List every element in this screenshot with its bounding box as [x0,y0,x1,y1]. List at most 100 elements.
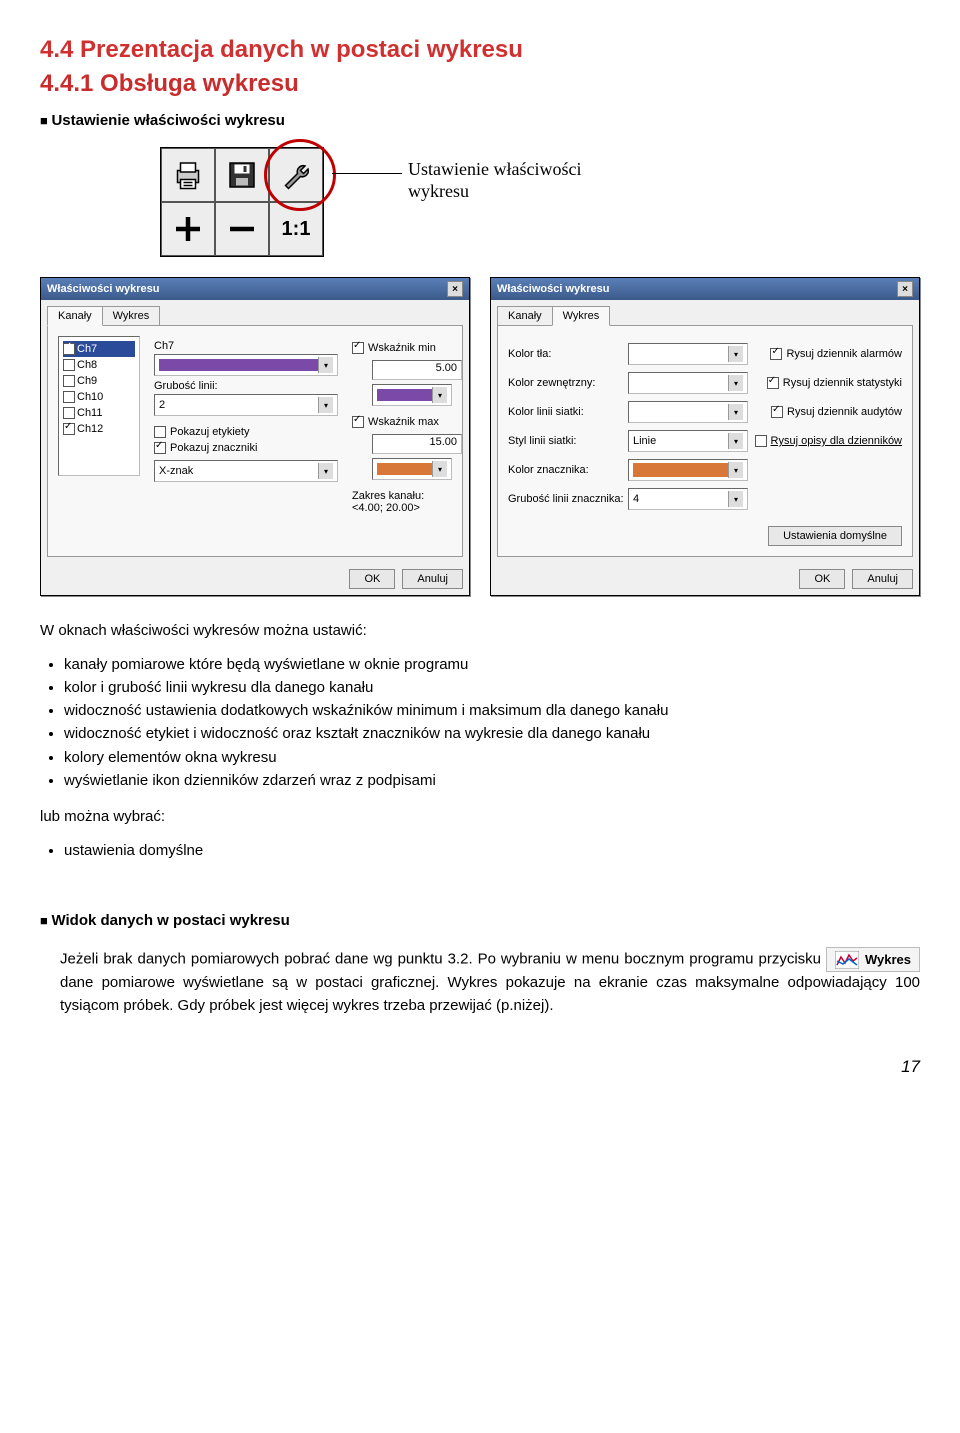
checkbox[interactable] [771,406,783,418]
list-item[interactable]: Ch11 [63,405,135,421]
list-item[interactable]: Ch8 [63,357,135,373]
checkbox[interactable] [154,442,166,454]
max-color[interactable]: ▾ [372,458,452,480]
checkbox-icon [63,423,75,435]
chevron-down-icon: ▾ [432,387,447,403]
checkbox[interactable] [755,435,767,447]
xmark-value: X-znak [159,465,193,477]
body-paragraph: Jeżeli brak danych pomiarowych pobrać da… [60,947,920,1018]
checkbox-icon [63,391,75,403]
outer-color-picker[interactable]: ▾ [628,372,748,394]
grid-style-label: Styl linii siatki: [508,435,628,447]
list-item: kanały pomiarowe które będą wyświetlane … [64,653,920,676]
section-label-settings: Ustawienie właściwości wykresu [40,112,920,129]
printer-icon [170,157,206,193]
checkbox[interactable] [352,342,364,354]
list-item-label: Ch11 [77,407,102,419]
chevron-down-icon: ▾ [728,462,743,478]
grid-style-select[interactable]: Linie▾ [628,430,748,452]
callout-line [332,173,402,174]
floppy-icon [224,157,260,193]
callout-line-2: wykresu [408,181,581,203]
zoom-in-button[interactable] [161,202,215,256]
xmark-select[interactable]: X-znak ▾ [154,460,338,482]
zoom-reset-button[interactable]: 1:1 [269,202,323,256]
checkbox-icon [63,343,75,355]
list-item[interactable]: Ch9 [63,373,135,389]
body-text-1c: dane pomiarowe wyświetlane są w postaci … [60,974,497,991]
tab-kanaly-1[interactable]: Kanały [47,306,103,326]
chevron-down-icon: ▾ [728,433,743,449]
bg-color-picker[interactable]: ▾ [628,343,748,365]
thickness-select[interactable]: 2▾ [154,394,338,416]
ratio-label: 1:1 [282,218,311,241]
checkbox[interactable] [767,377,779,389]
wykres-button-label: Wykres [865,950,911,970]
channel-list[interactable]: Ch7 Ch8 Ch9 Ch10 Ch11 Ch12 [58,336,140,476]
checkbox-label: Rysuj dziennik alarmów [786,348,902,360]
list-item[interactable]: Ch12 [63,421,135,437]
dialog2-close-button[interactable]: × [897,281,913,297]
checkbox[interactable] [154,426,166,438]
dialog-properties-channels: Właściwości wykresu × Kanały Wykres Ch7 … [40,277,470,596]
grid-color-picker[interactable]: ▾ [628,401,748,423]
checkbox-icon [63,407,75,419]
ok-button[interactable]: OK [349,569,395,589]
checkbox-label: Pokazuj znaczniki [170,442,257,454]
marker-thickness-select[interactable]: 4▾ [628,488,748,510]
print-button[interactable] [161,148,215,202]
chevron-down-icon: ▾ [318,463,333,479]
heading-4-4-1: 4.4.1 Obsługa wykresu [40,70,920,98]
tab-wykres-1[interactable]: Wykres [102,306,161,326]
thickness-value: 2 [159,399,165,411]
marker-color-picker[interactable]: ▾ [628,459,748,481]
list-item: ustawienia domyślne [64,839,920,862]
min-label: Wskaźnik min [368,342,436,354]
dialog1-titlebar: Właściwości wykresu × [41,278,469,300]
wrench-icon [278,157,314,193]
color-swatch [159,359,318,371]
checkbox-icon [63,359,75,371]
save-button[interactable] [215,148,269,202]
cancel-button-2[interactable]: Anuluj [852,569,913,589]
list-item-label: Ch10 [77,391,103,403]
list-item[interactable]: Ch10 [63,389,135,405]
cancel-button[interactable]: Anuluj [402,569,463,589]
thickness-label: Grubość linii: [154,380,338,392]
dialog2-tabs: Kanały Wykres [497,306,919,326]
max-label: Wskaźnik max [368,416,439,428]
marker-thickness-value: 4 [633,493,639,505]
list-item[interactable]: Ch7 [63,341,135,357]
zoom-out-button[interactable] [215,202,269,256]
chevron-down-icon: ▾ [432,461,447,477]
checkbox-label: Rysuj dziennik audytów [787,406,902,418]
color-swatch [377,463,432,475]
settings-button[interactable] [269,148,323,202]
checkbox[interactable] [770,348,782,360]
dialog1-close-button[interactable]: × [447,281,463,297]
callout-line-1: Ustawienie właściwości [408,159,581,181]
color-swatch [633,463,728,477]
ok-button-2[interactable]: OK [799,569,845,589]
min-input[interactable]: 5.00 [372,360,462,380]
min-color[interactable]: ▾ [372,384,452,406]
list-item: widoczność ustawienia dodatkowych wskaźn… [64,699,920,722]
wykres-button[interactable]: Wykres [826,947,920,973]
color-swatch [377,389,432,401]
toolbar: 1:1 [160,147,324,257]
defaults-button[interactable]: Ustawienia domyślne [768,526,902,546]
body-text-1a: Jeżeli brak danych pomiarowych pobrać da… [60,950,684,967]
callout-text: Ustawienie właściwości wykresu [408,159,581,202]
checkbox-label: Rysuj opisy dla dzienników [771,435,902,447]
checkbox[interactable] [352,416,364,428]
plus-icon [170,211,206,247]
color-picker[interactable]: ▾ [154,354,338,376]
bullet-list-2: ustawienia domyślne [64,839,920,862]
max-input[interactable]: 15.00 [372,434,462,454]
chart-icon [835,951,859,969]
grid-color-label: Kolor linii siatki: [508,406,628,418]
heading-4-4: 4.4 Prezentacja danych w postaci wykresu [40,36,920,64]
tab-kanaly-2[interactable]: Kanały [497,306,553,326]
list-item: wyświetlanie ikon dzienników zdarzeń wra… [64,769,920,792]
tab-wykres-2[interactable]: Wykres [552,306,611,326]
